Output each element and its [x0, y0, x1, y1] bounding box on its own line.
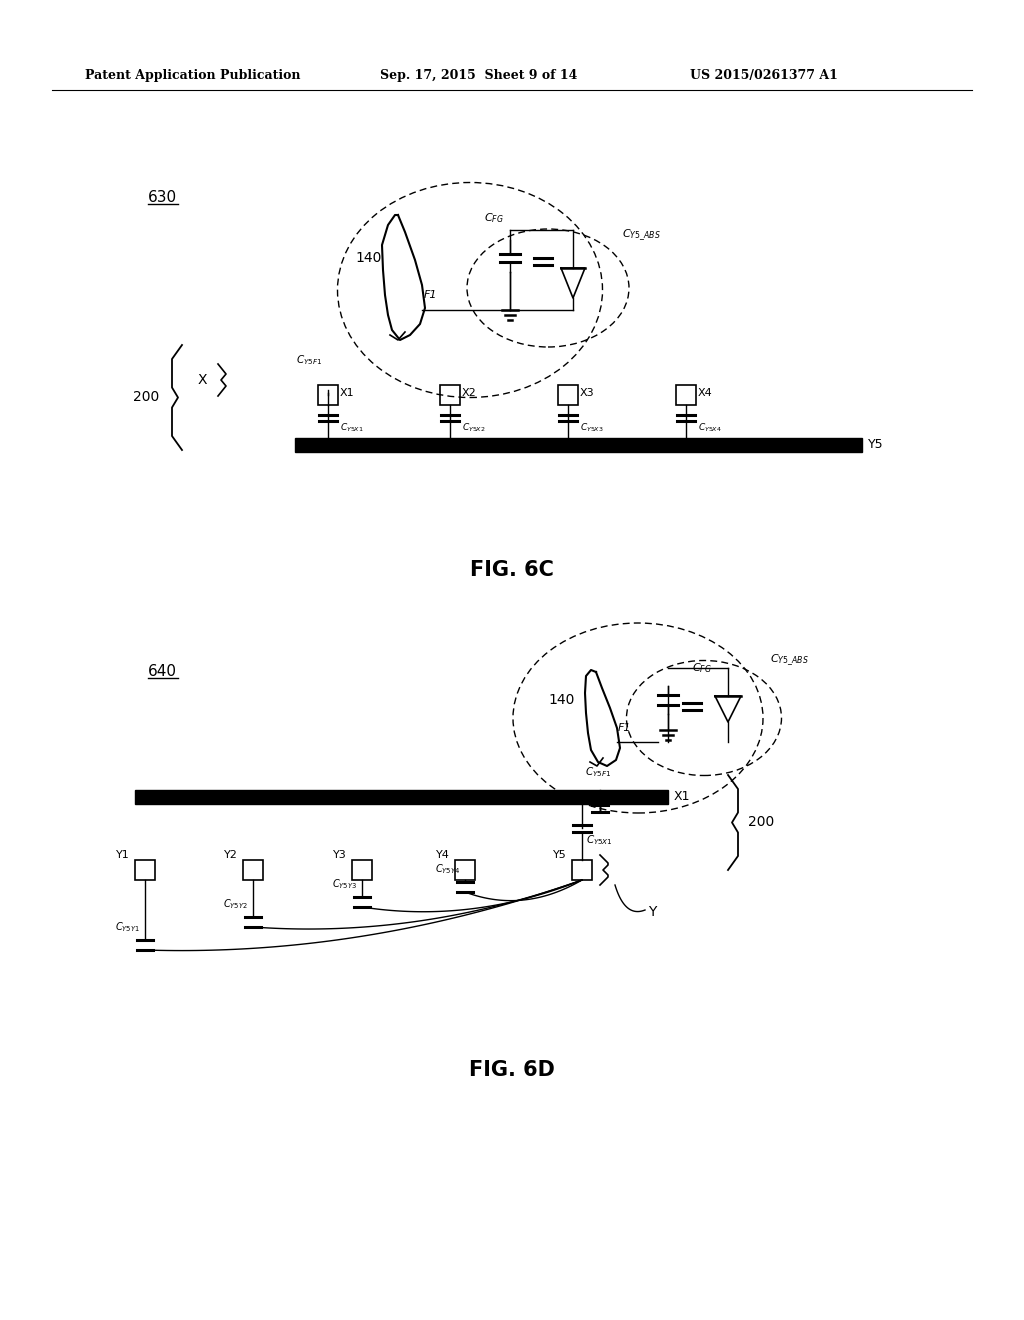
- Text: $C_{Y5X3}$: $C_{Y5X3}$: [580, 422, 604, 434]
- Text: 640: 640: [148, 664, 177, 680]
- Text: 200: 200: [133, 389, 160, 404]
- Text: FIG. 6C: FIG. 6C: [470, 560, 554, 579]
- Text: $C_{Y5Y1}$: $C_{Y5Y1}$: [115, 920, 140, 935]
- Text: $C_{Y5X1}$: $C_{Y5X1}$: [340, 422, 364, 434]
- Text: $C_{Y5F1}$: $C_{Y5F1}$: [585, 766, 611, 779]
- Text: Patent Application Publication: Patent Application Publication: [85, 69, 300, 82]
- Text: Sep. 17, 2015  Sheet 9 of 14: Sep. 17, 2015 Sheet 9 of 14: [380, 69, 578, 82]
- Text: 140: 140: [355, 251, 381, 265]
- Text: F1: F1: [618, 723, 632, 733]
- Text: $C_{FG}$: $C_{FG}$: [484, 211, 504, 224]
- Text: US 2015/0261377 A1: US 2015/0261377 A1: [690, 69, 838, 82]
- Text: $C_{Y5X2}$: $C_{Y5X2}$: [462, 422, 485, 434]
- Text: Y4: Y4: [436, 850, 450, 861]
- Text: $C_{Y5X1}$: $C_{Y5X1}$: [586, 833, 613, 847]
- Bar: [558, 385, 578, 405]
- Bar: [572, 861, 592, 880]
- Text: Y: Y: [648, 906, 656, 919]
- Bar: [455, 861, 475, 880]
- Text: FIG. 6D: FIG. 6D: [469, 1060, 555, 1080]
- Bar: [440, 385, 460, 405]
- Text: X1: X1: [340, 388, 354, 399]
- Text: X: X: [198, 374, 208, 387]
- Bar: [318, 385, 338, 405]
- Text: $C_{Y5\_ABS}$: $C_{Y5\_ABS}$: [622, 227, 660, 243]
- Text: $C_{Y5Y3}$: $C_{Y5Y3}$: [332, 876, 357, 891]
- Text: 630: 630: [148, 190, 177, 206]
- Bar: [135, 861, 155, 880]
- Text: Y2: Y2: [224, 850, 238, 861]
- Bar: [676, 385, 696, 405]
- Text: F1: F1: [424, 290, 437, 300]
- Text: Y5: Y5: [868, 438, 884, 451]
- Bar: [243, 861, 263, 880]
- Text: Y1: Y1: [117, 850, 130, 861]
- Text: $C_{Y5Y2}$: $C_{Y5Y2}$: [223, 898, 248, 911]
- Text: 200: 200: [748, 814, 774, 829]
- Text: 140: 140: [548, 693, 574, 708]
- Text: $C_{Y5Y4}$: $C_{Y5Y4}$: [435, 862, 461, 876]
- Text: X2: X2: [462, 388, 477, 399]
- Bar: [352, 861, 372, 880]
- Text: Y5: Y5: [553, 850, 567, 861]
- Text: $C_{FG}$: $C_{FG}$: [692, 661, 712, 675]
- Text: $C_{Y5\_ABS}$: $C_{Y5\_ABS}$: [770, 652, 809, 668]
- Text: X3: X3: [580, 388, 595, 399]
- Text: X4: X4: [698, 388, 713, 399]
- Bar: [295, 438, 862, 451]
- Text: X1: X1: [674, 791, 690, 804]
- Text: $C_{Y5F1}$: $C_{Y5F1}$: [296, 354, 323, 367]
- Text: Y3: Y3: [333, 850, 347, 861]
- Bar: [135, 789, 668, 804]
- Text: $C_{Y5X4}$: $C_{Y5X4}$: [698, 422, 722, 434]
